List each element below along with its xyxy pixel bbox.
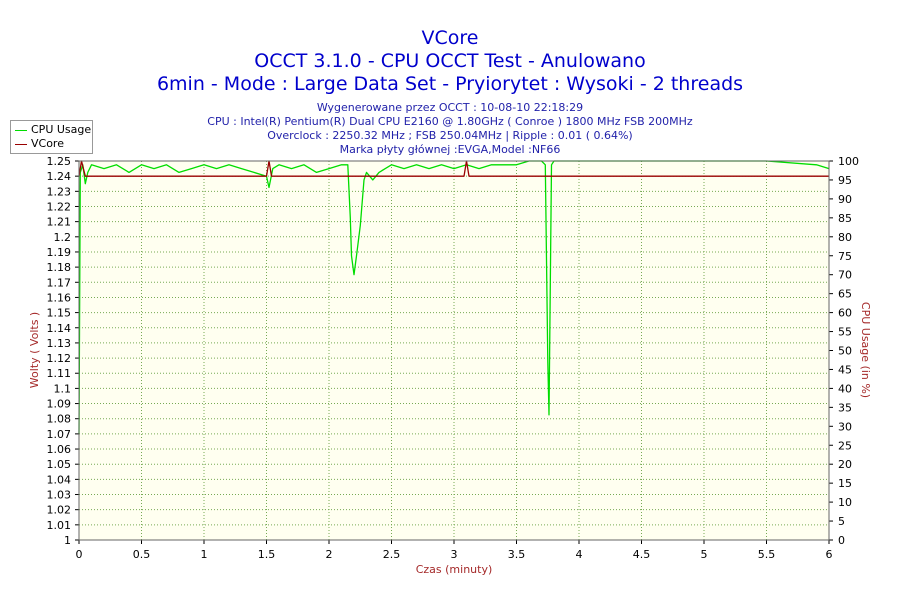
info-motherboard: Marka płyty głównej :EVGA,Model :NF66 [339,143,561,156]
y-left-tick-label: 1.11 [47,367,72,380]
y-left-tick-label: 1.24 [47,170,72,183]
y-right-tick-label: 30 [838,420,852,433]
y-right-tick-label: 25 [838,439,852,452]
y-right-tick-label: 85 [838,212,852,225]
y-left-tick-label: 1.23 [47,185,72,198]
y-axis-right-title: CPU Usage (in %) [859,302,872,398]
y-right-tick-label: 50 [838,345,852,358]
chart-legend: CPU Usage VCore [10,120,93,154]
y-left-tick-label: 1.1 [54,382,72,395]
y-axis-left-title: Wolty ( Volts ) [28,312,41,388]
info-generated: Wygenerowane przez OCCT : 10-08-10 22:18… [316,101,584,114]
x-tick-label: 3 [451,548,458,561]
y-left-tick-label: 1.22 [47,200,72,213]
x-axis-title: Czas (minuty) [416,563,493,576]
x-tick-label: 3.5 [508,548,526,561]
chart-subtitle: OCCT 3.1.0 - CPU OCCT Test - Anulowano [254,50,646,72]
y-left-tick-label: 1.03 [47,489,72,502]
y-left-tick-label: 1.15 [47,307,72,320]
y-left-tick-label: 1.09 [47,398,72,411]
y-right-tick-label: 60 [838,307,852,320]
axes: 0 0.5 1 1.5 2 2.5 3 3.5 4 4.5 5 5.5 6 1 1.01 1.02 1.03 1.… [47,155,860,561]
info-cpu: CPU : Intel(R) Pentium(R) Dual CPU E2160… [207,115,693,128]
series-group [78,160,830,434]
x-tick-label: 5.5 [758,548,776,561]
x-tick-label: 5 [701,548,708,561]
y-right-tick-label: 95 [838,174,852,187]
plot-border [78,160,830,541]
x-tick-label: 1 [201,548,208,561]
series-line-vcore [78,160,829,177]
y-left-tick-label: 1.07 [47,428,72,441]
legend-label-vcore: VCore [31,137,64,150]
y-left-tick-label: 1.02 [47,504,72,517]
y-right-tick-label: 45 [838,363,852,376]
x-tick-label: 4.5 [633,548,651,561]
x-tick-label: 6 [826,548,833,561]
y-left-tick-label: 1.17 [47,276,72,289]
legend-label-cpu-usage: CPU Usage [31,123,92,136]
y-left-tick-label: 1.18 [47,261,72,274]
y-left-tick-label: 1 [64,534,71,547]
x-tick-label: 2 [326,548,333,561]
chart-title: VCore [421,27,479,49]
y-right-tick-label: 70 [838,269,852,282]
y-left-tick-label: 1.04 [47,473,72,486]
y-right-tick-label: 75 [838,250,852,263]
y-left-tick-label: 1.12 [47,352,72,365]
y-right-tick-label: 5 [838,515,845,528]
y-left-tick-label: 1.05 [47,458,72,471]
y-right-tick-label: 80 [838,231,852,244]
legend-item-cpu-usage: CPU Usage [15,123,91,137]
legend-swatch-cpu-usage [15,129,27,131]
y-right-tick-label: 20 [838,458,852,471]
y-left-tick-label: 1.19 [47,246,72,259]
y-right-tick-label: 35 [838,401,852,414]
y-left-tick-label: 1.08 [47,413,72,426]
y-left-tick-label: 1.14 [47,322,72,335]
y-right-tick-label: 55 [838,326,852,339]
x-tick-label: 0 [76,548,83,561]
x-tick-label: 4 [576,548,583,561]
legend-item-vcore: VCore [15,137,64,151]
y-left-tick-label: 1.21 [47,216,72,229]
y-left-tick-label: 1.01 [47,519,72,532]
y-left-tick-label: 1.25 [47,155,72,168]
chart-mode-line: 6min - Mode : Large Data Set - Pryioryte… [156,73,744,95]
x-tick-label: 2.5 [383,548,401,561]
y-left-tick-label: 1.16 [47,291,72,304]
y-right-tick-label: 40 [838,382,852,395]
y-right-tick-label: 65 [838,288,852,301]
y-right-tick-label: 10 [838,496,852,509]
info-overclock: Overclock : 2250.32 MHz ; FSB 250.04MHz … [267,129,633,142]
y-right-tick-label: 100 [838,155,859,168]
y-right-tick-label: 0 [838,534,845,547]
y-left-tick-label: 1.06 [47,443,72,456]
x-tick-label: 1.5 [258,548,276,561]
y-left-tick-label: 1.13 [47,337,72,350]
y-left-tick-label: 1.2 [54,231,72,244]
y-right-tick-label: 15 [838,477,852,490]
series-line-cpu-usage [78,160,830,434]
y-right-tick-label: 90 [838,193,852,206]
x-tick-label: 0.5 [133,548,151,561]
legend-swatch-vcore [15,143,27,145]
